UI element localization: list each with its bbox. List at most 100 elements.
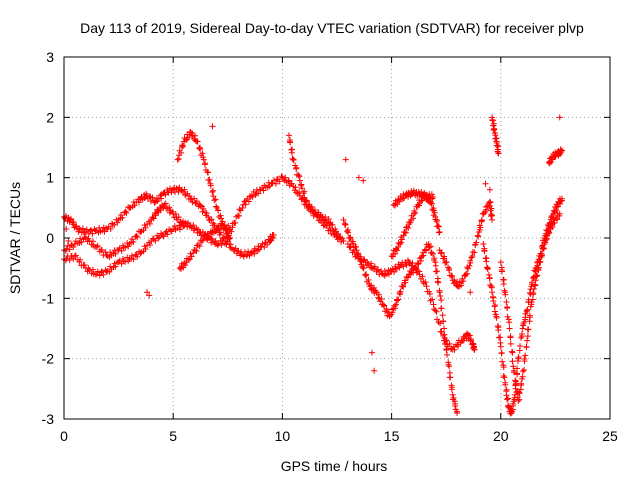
data-point-track-a (107, 226, 114, 233)
data-point-track-n (537, 259, 544, 266)
data-point-track-e (211, 197, 218, 204)
data-point-track-c (100, 271, 107, 278)
data-point-track-m (518, 330, 525, 337)
data-point-track-a (251, 250, 258, 257)
data-point-track-g (340, 216, 347, 223)
data-point-track-f (336, 235, 343, 241)
data-point-track-p (467, 289, 474, 296)
data-point-track-a (254, 247, 261, 254)
data-point-track-a (197, 202, 204, 209)
data-point-track-m (514, 365, 521, 372)
data-point-track-n (556, 210, 563, 217)
y-tick-label: 0 (46, 230, 54, 246)
data-point-track-g (436, 289, 443, 296)
data-point-track-g (371, 284, 378, 291)
data-point-track-g (347, 234, 354, 241)
data-point-track-b (282, 174, 289, 181)
data-point-track-b (323, 222, 330, 229)
data-point-track-h (384, 270, 391, 277)
data-point-track-g (342, 221, 349, 228)
data-point-track-o (549, 156, 556, 163)
data-point-track-h (426, 291, 433, 298)
data-point-track-n (502, 291, 509, 298)
data-point-track-g (389, 309, 396, 316)
data-point-track-b (71, 241, 78, 248)
data-point-track-k (465, 265, 472, 272)
data-point-track-h (346, 244, 353, 251)
data-point-track-a (158, 195, 165, 202)
data-point-track-h (434, 316, 441, 323)
data-point-track-b (340, 238, 347, 245)
data-point-track-e (197, 146, 204, 153)
data-point-track-m (484, 266, 491, 273)
data-point-track-f (319, 213, 326, 220)
data-point-track-a (189, 199, 196, 206)
data-point-track-m (492, 302, 499, 309)
data-point-track-e (174, 156, 181, 163)
data-point-track-c (77, 256, 84, 263)
data-point-track-h (455, 343, 462, 350)
data-point-track-b (82, 235, 89, 241)
data-point-track-l (492, 130, 499, 137)
data-point-track-b (276, 178, 283, 185)
data-point-track-b (296, 189, 303, 196)
data-point-track-i (436, 229, 443, 236)
data-point-track-m (497, 334, 504, 341)
data-point-track-n (538, 252, 545, 259)
data-point-track-b (232, 220, 239, 227)
data-point-track-p (146, 292, 153, 299)
data-point-track-b (77, 235, 84, 242)
data-point-track-i (410, 215, 417, 222)
y-tick-label: -2 (42, 351, 55, 367)
data-point-track-a (270, 231, 277, 238)
data-point-track-a (147, 198, 154, 205)
data-point-track-b (118, 247, 125, 254)
data-point-track-l (489, 116, 496, 123)
data-point-track-m (493, 314, 500, 321)
data-point-track-h (432, 307, 439, 314)
data-point-track-f (311, 206, 318, 213)
data-point-track-g (395, 296, 402, 303)
data-point-track-g (441, 325, 448, 332)
data-point-track-g (402, 279, 409, 286)
data-point-track-n (506, 325, 513, 332)
data-point-track-h (371, 263, 378, 270)
data-point-track-i (400, 232, 407, 239)
data-point-track-n (507, 340, 514, 347)
data-point-track-g (438, 297, 445, 304)
data-point-track-k (464, 270, 471, 277)
data-point-track-h (470, 343, 477, 350)
data-point-track-b (161, 201, 168, 208)
data-point-track-i (398, 236, 405, 243)
data-point-track-p (360, 177, 367, 184)
data-point-track-b (327, 226, 334, 233)
data-point-track-d (185, 256, 192, 263)
x-axis-label: GPS time / hours (281, 458, 388, 474)
data-point-track-g (443, 346, 450, 353)
data-point-track-a (131, 202, 138, 209)
data-point-track-m (499, 358, 506, 365)
data-point-track-l (493, 142, 500, 149)
data-point-track-h (430, 301, 437, 308)
data-point-track-n (509, 348, 516, 355)
data-point-track-e (207, 182, 214, 189)
data-point-track-i (402, 229, 409, 236)
data-point-track-h (437, 320, 444, 327)
data-point-track-f (293, 164, 300, 171)
x-tick-label: 20 (493, 428, 509, 444)
data-point-track-m (490, 297, 497, 304)
data-point-track-e (225, 230, 232, 237)
data-point-track-b (292, 184, 299, 191)
data-point-track-c (134, 253, 141, 260)
data-point-track-e (194, 138, 201, 145)
data-point-track-k (480, 210, 487, 217)
data-point-track-b (137, 228, 144, 235)
data-point-track-b (93, 244, 100, 251)
data-point-track-h (403, 262, 410, 269)
data-point-track-f (308, 203, 315, 210)
data-point-track-n (509, 358, 516, 365)
data-point-track-b (133, 232, 140, 239)
data-point-track-m (522, 316, 529, 323)
data-point-track-m (503, 386, 510, 393)
data-point-track-n (516, 396, 523, 403)
